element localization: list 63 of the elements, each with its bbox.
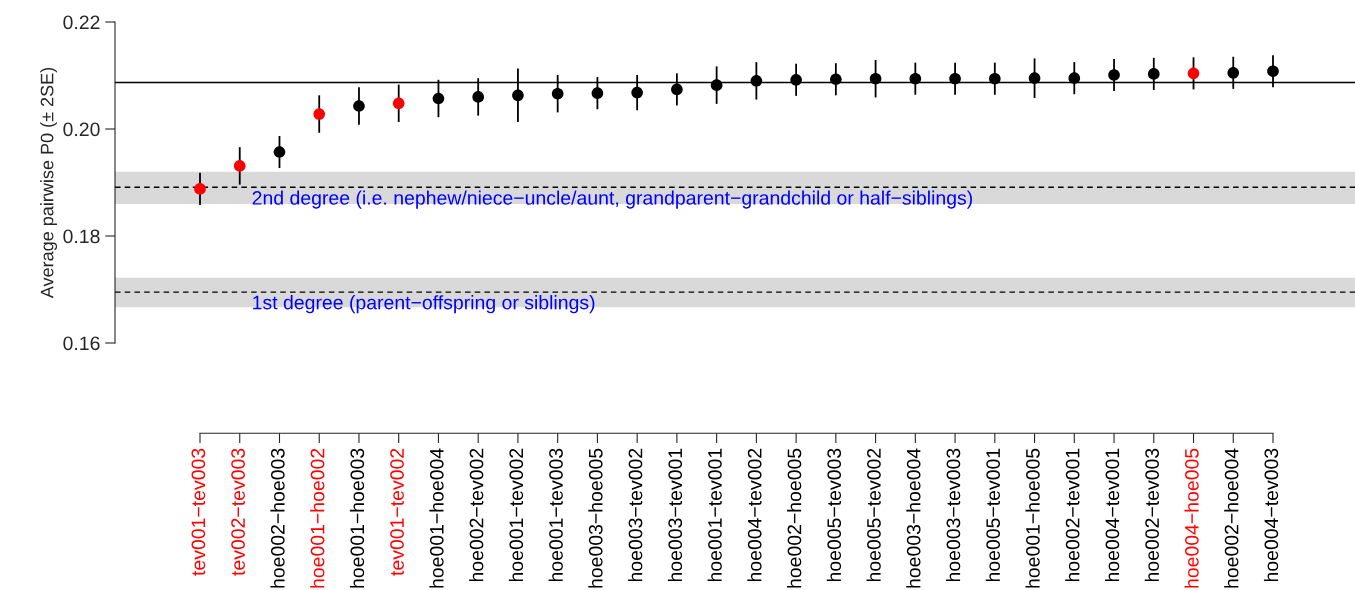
x-tick-label: hoe002−hoe003 xyxy=(270,448,285,588)
point xyxy=(710,79,723,91)
x-tick-label: hoe003−tev003 xyxy=(946,448,961,582)
point xyxy=(273,146,286,158)
point xyxy=(194,183,206,195)
point xyxy=(392,97,405,110)
x-tick-label: hoe003−hoe004 xyxy=(906,448,921,588)
point xyxy=(1267,65,1279,78)
x-tick-label: hoe004−tev001 xyxy=(1104,448,1120,582)
y-axis-title: Average pairwise P0 (± 2SE) xyxy=(40,67,58,299)
x-tick-label: tev001−tev003 xyxy=(191,448,206,576)
x-tick-label: tev001−tev002 xyxy=(390,448,404,576)
x-tick-label: hoe002−tev003 xyxy=(1144,448,1159,582)
point xyxy=(631,86,643,99)
y-tick-label: 0.22 xyxy=(63,15,100,30)
x-tick-label: tev002−tev003 xyxy=(231,448,245,576)
point xyxy=(869,72,882,85)
band-label: 1st degree (parent−offspring or siblings) xyxy=(253,295,595,314)
point xyxy=(671,83,683,96)
point xyxy=(1147,68,1160,80)
x-tick-label: hoe001−hoe003 xyxy=(349,448,365,588)
point xyxy=(1028,72,1041,84)
y-tick-label: 0.16 xyxy=(63,336,100,351)
x-tick-label: hoe001−hoe005 xyxy=(1025,448,1040,588)
x-tick-label: hoe004−tev002 xyxy=(747,448,762,582)
x-tick-label: hoe001−tev001 xyxy=(707,448,722,582)
x-tick-label: hoe005−tev002 xyxy=(866,448,881,582)
x-tick-label: hoe004−hoe005 xyxy=(1184,448,1199,588)
x-tick-label: hoe003−hoe005 xyxy=(588,448,603,588)
y-tick-label: 0.20 xyxy=(63,122,100,137)
point xyxy=(909,72,922,85)
x-tick-label: hoe002−hoe005 xyxy=(787,448,802,588)
point xyxy=(830,73,842,86)
x-tick-label: hoe005−tev003 xyxy=(826,448,842,582)
point xyxy=(313,108,326,120)
x-tick-label: hoe001−tev002 xyxy=(508,448,524,582)
point xyxy=(1227,67,1240,79)
band-label: 2nd degree (i.e. nephew/niece−uncle/aunt, grandparent−grandchild or half−siblings) xyxy=(252,190,973,209)
x-tick-label: hoe002−tev002 xyxy=(469,448,484,582)
point xyxy=(1108,69,1120,81)
point xyxy=(1187,67,1200,80)
x-tick-label: hoe001−tev003 xyxy=(548,448,563,582)
x-tick-label: hoe002−hoe004 xyxy=(1224,448,1239,588)
point xyxy=(551,87,564,100)
point xyxy=(949,72,961,85)
point xyxy=(750,75,763,87)
point xyxy=(790,73,802,86)
x-tick-label: hoe002−tev001 xyxy=(1065,448,1080,582)
point xyxy=(233,160,246,172)
x-tick-label: hoe005−tev001 xyxy=(985,448,1001,582)
point xyxy=(512,89,524,102)
point xyxy=(989,72,1001,85)
point xyxy=(353,100,365,112)
y-tick-label: 0.18 xyxy=(63,229,100,244)
x-tick-label: hoe001−hoe004 xyxy=(429,448,444,588)
x-tick-label: hoe003−tev002 xyxy=(628,448,643,582)
x-tick-label: hoe001−hoe002 xyxy=(310,448,325,588)
x-tick-label: hoe003−tev001 xyxy=(667,448,683,582)
point xyxy=(1068,72,1081,84)
point xyxy=(432,92,445,105)
point xyxy=(472,91,484,103)
point xyxy=(591,87,604,99)
x-tick-label: hoe004−tev003 xyxy=(1263,448,1279,582)
